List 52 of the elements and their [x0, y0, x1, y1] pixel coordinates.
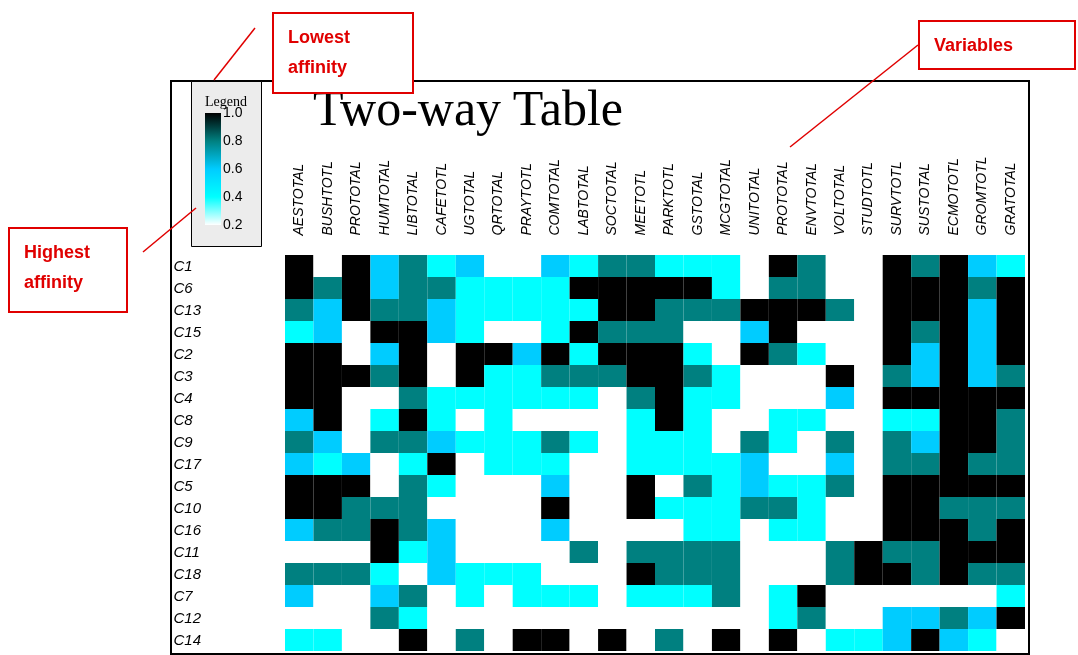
x-tick-label: LIBTOTAL: [404, 170, 421, 236]
x-tick-label: LABTOTAL: [574, 165, 591, 236]
x-tick-label: PROTOTAL: [774, 161, 791, 236]
chart-title: Two-way Table: [313, 79, 624, 136]
x-tick-label: COMTOTAL: [546, 159, 563, 236]
x-tick-label: GROMTOTL: [973, 156, 990, 236]
x-tick-label: SOCTOTAL: [603, 161, 620, 236]
y-tick-label: C7: [173, 587, 194, 604]
y-tick-label: C5: [173, 477, 194, 494]
x-tick-label: PROTOTAL: [347, 161, 364, 236]
x-tick-label: VOLTOTAL: [831, 164, 847, 236]
x-tick-label: ENVTOTAL: [802, 162, 819, 236]
y-tick-label: C6: [173, 279, 194, 296]
x-tick-label: MCGTOTAL: [717, 159, 734, 236]
x-tick-label: SURVTOTL: [887, 161, 904, 236]
y-tick-label: C8: [173, 411, 194, 428]
x-tick-label: CAFETOTL: [432, 162, 449, 236]
x-tick-label: HUMTOTAL: [375, 159, 392, 236]
x-tick-label: UNITOTAL: [745, 167, 762, 236]
y-tick-label: C10: [173, 499, 202, 516]
y-tick-label: C14: [173, 631, 202, 648]
y-tick-label: C17: [173, 455, 202, 472]
y-tick-label: C4: [173, 389, 193, 406]
text: Lowest affinity: [288, 27, 351, 77]
x-tick-label: AESTOTAL: [290, 163, 307, 237]
y-tick-label: C13: [173, 301, 202, 318]
x-tick-label: SUSTOTAL: [916, 162, 933, 236]
y-tick-label: C9: [173, 433, 194, 450]
text: Variables: [918, 20, 1076, 70]
x-tick-label: GRATOTAL: [1001, 162, 1018, 236]
x-tick-label: STUDTOTL: [859, 161, 876, 236]
x-tick-label: BUSHTOTL: [318, 161, 335, 236]
color-bar-label: 0.8: [223, 132, 243, 148]
y-tick-label: C11: [173, 543, 200, 560]
y-tick-label: C2: [173, 345, 194, 362]
x-tick-label: GSTOTAL: [688, 171, 705, 236]
text: Highest affinity: [8, 227, 128, 313]
x-tick-label: ECMOTOTL: [944, 157, 961, 236]
x-tick-label: UGTOTAL: [461, 170, 477, 236]
x-tick-label: PRAYTOTL: [517, 162, 534, 236]
color-bar-label: 0.2: [223, 216, 243, 232]
color-bar-label: 0.4: [223, 188, 243, 204]
x-tick-label: QRTOTAL: [489, 170, 506, 236]
x-tick-label: MEETOTL: [631, 169, 648, 236]
y-tick-label: C15: [173, 323, 202, 340]
y-tick-label: C18: [173, 565, 202, 582]
y-tick-label: C12: [173, 609, 202, 626]
y-tick-label: C1: [173, 257, 193, 274]
y-tick-label: C3: [173, 367, 194, 384]
y-tick-label: C16: [173, 521, 202, 538]
x-tick-label: PARKTOTL: [660, 162, 677, 236]
color-bar-label: 0.6: [223, 160, 243, 176]
